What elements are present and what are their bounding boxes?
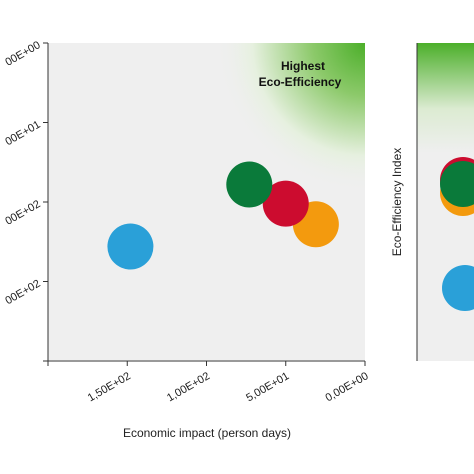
x-tick-label: 5,00E+01 [244,370,291,404]
x-axis-ticks: 1,50E+02 1,00E+02 5,00E+01 0,00E+00 [47,361,371,404]
x-tick-label: 1,00E+02 [165,370,212,404]
y-axis-ticks: 00E+00 00E+01 00E+02 00E+02 [3,39,48,362]
y-tick-label: 00E+02 [3,198,42,228]
data-point [440,161,474,207]
annotation-line-1: Highest [281,59,325,73]
right-top-gradient [417,43,474,153]
left-chart-panel: 00E+00 00E+01 00E+02 00E+02 1,50E+02 1,00E+0… [3,39,370,440]
y-tick-label: 00E+01 [3,119,42,149]
data-points [107,161,339,270]
data-point [262,180,309,227]
eco-efficiency-gradient [48,43,365,360]
x-tick-label: 1,50E+02 [86,370,133,404]
y-tick-label: 00E+02 [3,278,42,308]
y-tick-label: 00E+00 [3,39,42,69]
right-data-points [440,157,474,311]
x-tick-label: 0,00E+00 [323,370,370,404]
x-axis-title: Economic impact (person days) [123,426,291,440]
data-point [107,223,154,270]
right-chart-panel: Eco-Efficiency Index [390,43,474,361]
annotation-line-2: Eco-Efficiency [259,75,342,89]
right-y-axis-title: Eco-Efficiency Index [390,148,404,257]
data-point [442,265,474,311]
data-point [226,161,273,208]
